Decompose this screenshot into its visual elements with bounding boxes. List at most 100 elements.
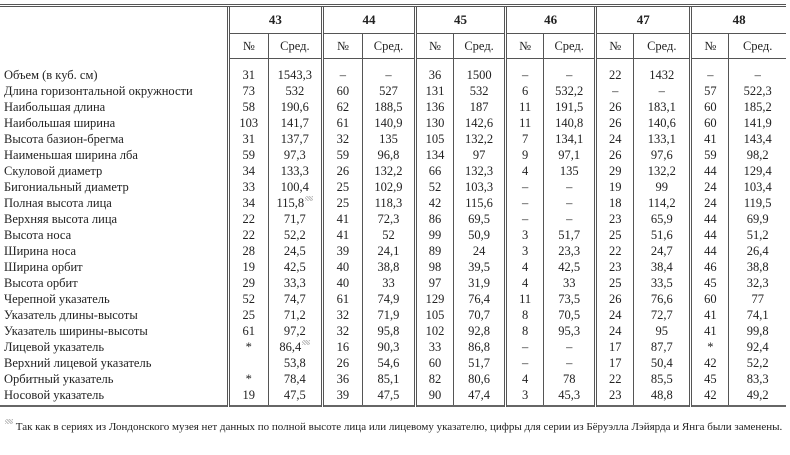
count-cell: 39 (320, 243, 363, 259)
cell-value: 26 (608, 148, 622, 162)
cell-value: 132,2 (647, 164, 676, 178)
cell-value: 134,1 (555, 132, 584, 146)
cell-value: 102 (425, 324, 445, 338)
cell-value: 83,3 (746, 372, 769, 386)
cell-value: 45,3 (558, 388, 581, 402)
cell-value: 140,9 (374, 116, 403, 130)
cell-value: 86,8 (468, 340, 491, 354)
mean-cell: 45,3 (543, 387, 596, 407)
count-cell: 33 (226, 179, 269, 195)
count-cell: 25 (594, 227, 634, 243)
row-label: Черепной указатель (4, 292, 110, 306)
cell-value: 103 (239, 116, 259, 130)
cell-value: 92,8 (468, 324, 491, 338)
mean-cell: 103,3 (453, 179, 506, 195)
mean-cell: 69,5 (453, 211, 506, 227)
cell-value: 140,8 (555, 116, 584, 130)
cell-value: 57 (704, 84, 717, 98)
cell-value: 73 (242, 84, 256, 98)
mean-cell: 69,9 (728, 211, 786, 227)
cell-value: 18 (608, 196, 622, 210)
mean-header: Сред. (267, 33, 323, 59)
cell-value: 58 (242, 100, 256, 114)
cell-value: 97,2 (283, 324, 306, 338)
count-cell: 26 (320, 163, 363, 179)
cell-value: 62 (336, 100, 350, 114)
mean-cell: 86,8 (453, 339, 506, 355)
mean-header: Сред. (361, 33, 416, 59)
count-cell: 36 (413, 58, 454, 83)
cell-value: 22 (608, 372, 622, 386)
cell-value: 76,4 (468, 292, 491, 306)
count-cell: 25 (226, 307, 269, 323)
cell-value: 85,5 (650, 372, 673, 386)
count-cell: 59 (689, 147, 729, 163)
cell-value: 32,3 (746, 276, 769, 290)
cell-value: 52,2 (283, 228, 306, 242)
cell-value: 25 (336, 196, 350, 210)
cell-value: 32 (336, 324, 350, 338)
mean-cell: 95 (633, 323, 691, 339)
cell-value: 119,5 (743, 196, 772, 210)
count-cell: 22 (226, 227, 269, 243)
table-row: Ширина орбит 19 42,5 40 38,8 98 39,5 4 42,5 23 38,… (0, 259, 786, 275)
cell-value: 24 (608, 132, 622, 146)
mean-cell: 87,7 (633, 339, 691, 355)
mean-cell: 50,4 (633, 355, 691, 371)
cell-value: 532 (285, 84, 305, 98)
cell-value: 118,3 (374, 196, 403, 210)
cell-value: * (245, 372, 252, 386)
count-cell: 25 (320, 179, 363, 195)
cell-value: 9 (522, 148, 529, 162)
cell-value: 7 (522, 132, 529, 146)
cell-value: 59 (336, 148, 350, 162)
cell-value: 24 (472, 244, 486, 258)
mean-cell: 532 (267, 83, 323, 99)
cell-value: 98,2 (746, 148, 769, 162)
count-cell: 9 (504, 147, 544, 163)
row-label: Наибольшая ширина (4, 116, 116, 130)
mean-cell: 49,2 (728, 387, 786, 407)
cell-value: 135 (379, 132, 398, 146)
table-row: Полная высота лица 34 115,8 25 118,3 42 115,6 –… (0, 195, 786, 211)
cell-value: – (566, 68, 573, 82)
count-cell: 60 (689, 115, 729, 131)
mean-cell: 76,4 (453, 291, 506, 307)
mean-cell: 33,3 (267, 275, 323, 291)
cell-value: 26 (336, 164, 350, 178)
cell-value: 69,5 (468, 212, 491, 226)
cell-value: 44 (704, 164, 717, 178)
row-label: Скуловой диаметр (4, 164, 103, 178)
count-cell: 22 (226, 211, 269, 227)
count-cell: 52 (413, 179, 454, 195)
mean-cell: – (633, 83, 691, 99)
count-cell: 3 (504, 243, 544, 259)
table-row: Носовой указатель 19 47,5 39 47,5 90 47,4 3 45,3… (0, 387, 786, 407)
mean-cell: 140,8 (543, 115, 596, 131)
count-cell: 59 (320, 147, 363, 163)
mean-cell: 71,9 (361, 307, 416, 323)
cell-value: 51,7 (468, 356, 491, 370)
count-cell: 11 (504, 291, 544, 307)
mean-cell: 132,2 (453, 131, 506, 147)
count-cell: 129 (413, 291, 454, 307)
mean-cell: 78 (543, 371, 596, 387)
cell-value: 105 (425, 132, 445, 146)
mean-cell: 76,6 (633, 291, 691, 307)
cell-value: 132,2 (465, 132, 494, 146)
cell-value: 1500 (466, 68, 492, 82)
count-cell: 28 (226, 243, 269, 259)
cell-value: 40 (336, 260, 350, 274)
cell-value: 3 (522, 228, 529, 242)
mean-cell: 133,1 (633, 131, 691, 147)
cell-value: 24 (608, 308, 622, 322)
cell-value: 77 (751, 292, 764, 306)
count-cell: 73 (226, 83, 269, 99)
count-cell: 23 (594, 211, 634, 227)
count-cell: 32 (320, 323, 363, 339)
count-cell: – (504, 195, 544, 211)
count-cell: 17 (594, 355, 634, 371)
mean-cell: 48,8 (633, 387, 691, 407)
cell-value: 33 (242, 180, 256, 194)
mean-cell: 85,1 (361, 371, 416, 387)
